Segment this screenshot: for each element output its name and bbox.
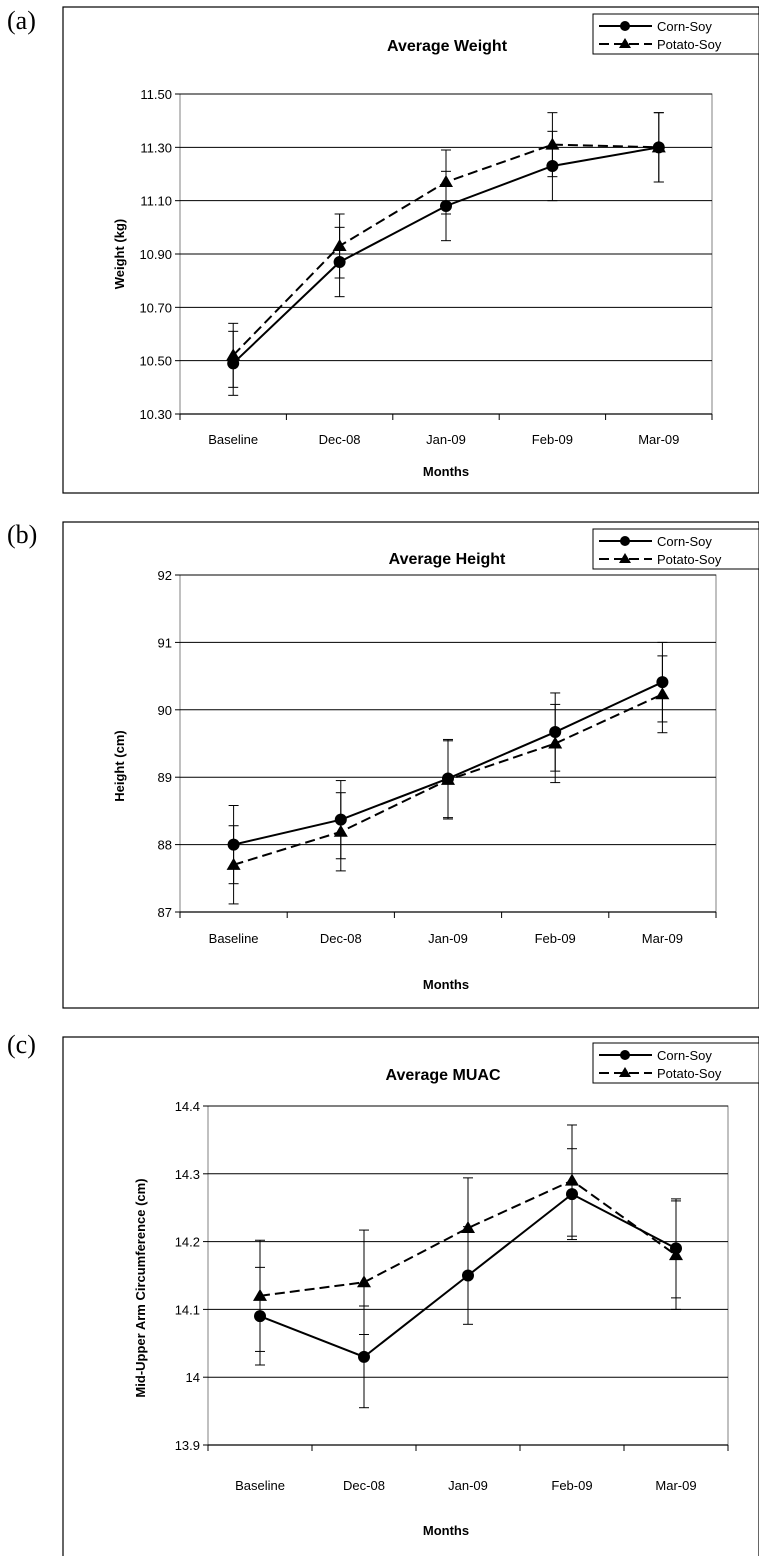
legend-marker-corn-soy — [620, 1050, 630, 1060]
chart-title: Average Height — [389, 551, 506, 568]
x-tick-label: Feb-09 — [532, 432, 573, 447]
y-tick-label: 11.30 — [140, 140, 172, 155]
y-tick-label: 10.90 — [139, 247, 172, 262]
chart-frame — [62, 521, 759, 1009]
y-tick-label: 10.50 — [139, 354, 172, 369]
y-tick-label: 11.50 — [140, 87, 172, 102]
data-point-corn-soy — [333, 256, 346, 268]
data-point-corn-soy — [652, 141, 665, 154]
y-tick-label: 14.3 — [175, 1167, 200, 1182]
x-axis-label: Months — [423, 977, 469, 992]
x-tick-label: Jan-09 — [426, 432, 466, 447]
chart-average-weight: Average Weight Weight (kg) Months 10.30 1… — [62, 6, 759, 494]
x-tick-label: Feb-09 — [535, 931, 576, 946]
y-tick-label: 14.4 — [175, 1099, 200, 1114]
panel-label-b: (b) — [7, 520, 38, 549]
y-tick-label: 13.9 — [175, 1438, 200, 1453]
legend-label-corn-soy: Corn-Soy — [657, 19, 712, 34]
x-tick-label: Dec-08 — [320, 931, 362, 946]
panel-label-c: (c) — [7, 1030, 36, 1059]
y-tick-label: 90 — [158, 703, 172, 718]
y-axis-label: Mid-Upper Arm Circumference (cm) — [133, 1178, 148, 1397]
y-tick-label: 88 — [158, 838, 172, 853]
y-tick-label: 14.1 — [175, 1302, 200, 1317]
legend-label-potato-soy: Potato-Soy — [657, 552, 722, 567]
x-tick-label: Dec-08 — [343, 1478, 385, 1493]
data-point-corn-soy — [227, 838, 240, 851]
chart-title: Average MUAC — [386, 1067, 501, 1084]
data-point-corn-soy — [254, 1310, 266, 1323]
data-point-corn-soy — [656, 676, 669, 689]
x-tick-label: Baseline — [209, 931, 259, 946]
data-point-corn-soy — [227, 357, 240, 370]
x-axis-label: Months — [423, 464, 469, 479]
data-point-corn-soy — [358, 1350, 370, 1363]
data-point-corn-soy — [670, 1242, 682, 1255]
legend-label-potato-soy: Potato-Soy — [657, 37, 722, 52]
legend-marker-corn-soy — [620, 21, 630, 31]
legend: Corn-Soy Potato-Soy — [592, 528, 759, 570]
x-tick-label: Mar-09 — [655, 1478, 696, 1493]
x-tick-label: Feb-09 — [551, 1478, 592, 1493]
x-tick-label: Mar-09 — [638, 432, 679, 447]
y-tick-label: 87 — [158, 905, 172, 920]
y-tick-label: 14 — [186, 1370, 200, 1385]
legend-marker-potato-soy — [619, 553, 631, 563]
y-tick-label: 89 — [158, 770, 172, 785]
data-point-corn-soy — [440, 200, 452, 212]
chart-frame — [62, 6, 759, 494]
y-tick-label: 91 — [158, 635, 172, 650]
chart-title: Average Weight — [387, 38, 508, 55]
legend-marker-corn-soy — [620, 536, 630, 546]
data-point-potato-soy — [357, 1275, 371, 1288]
chart-average-height: Average Height Height (cm) Months 87 88 89… — [62, 521, 759, 1009]
x-tick-label: Baseline — [208, 432, 258, 447]
x-axis-label: Months — [423, 1523, 469, 1538]
y-axis-label: Height (cm) — [112, 730, 127, 802]
chart-average-muac: Average MUAC Mid-Upper Arm Circumference… — [62, 1036, 759, 1556]
series-line-potato-soy — [259, 1179, 677, 1297]
x-tick-label: Jan-09 — [448, 1478, 488, 1493]
y-tick-label: 10.70 — [139, 300, 172, 315]
x-tick-label: Baseline — [235, 1478, 285, 1493]
y-tick-label: 92 — [158, 568, 172, 583]
x-tick-label: Dec-08 — [319, 432, 361, 447]
legend-label-corn-soy: Corn-Soy — [657, 1048, 712, 1063]
legend-label-potato-soy: Potato-Soy — [657, 1066, 722, 1081]
legend-marker-potato-soy — [619, 1067, 631, 1077]
x-tick-label: Mar-09 — [642, 931, 683, 946]
data-point-corn-soy — [334, 813, 347, 826]
y-axis-label: Weight (kg) — [112, 219, 127, 290]
x-tick-label: Jan-09 — [428, 931, 468, 946]
panel-label-a: (a) — [7, 6, 36, 35]
y-tick-label: 14.2 — [175, 1235, 200, 1250]
legend: Corn-Soy Potato-Soy — [592, 13, 759, 55]
data-point-corn-soy — [566, 1188, 578, 1201]
data-point-corn-soy — [462, 1269, 474, 1282]
legend-label-corn-soy: Corn-Soy — [657, 534, 712, 549]
y-tick-label: 10.30 — [139, 407, 172, 422]
y-tick-label: 11.10 — [140, 194, 172, 209]
data-point-corn-soy — [442, 772, 454, 785]
chart-frame — [62, 1036, 759, 1556]
legend: Corn-Soy Potato-Soy — [592, 1042, 759, 1084]
data-point-corn-soy — [546, 160, 559, 172]
data-point-corn-soy — [549, 726, 562, 739]
legend-marker-potato-soy — [619, 38, 631, 48]
